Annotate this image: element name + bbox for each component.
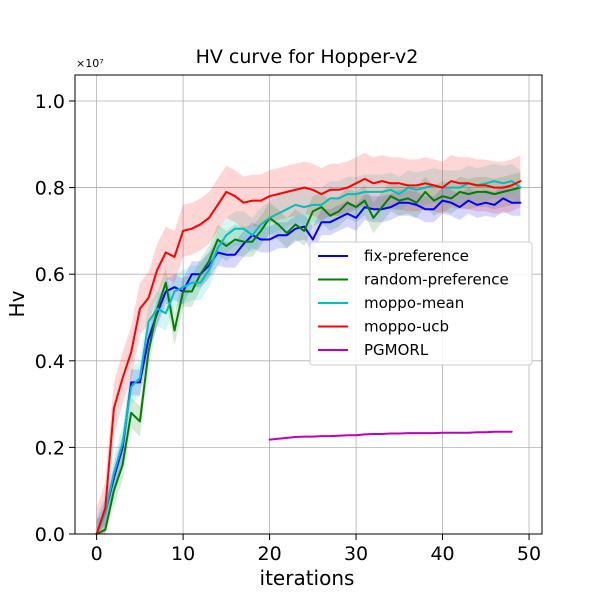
pgmorl-line [268, 430, 513, 441]
y-tick-label: 0.0 [35, 524, 65, 546]
legend-label-fix-preference: fix-preference [364, 247, 469, 265]
x-axis-label: iterations [260, 566, 355, 590]
y-tick-label: 0.2 [35, 437, 65, 459]
x-tick-label: 50 [517, 543, 541, 565]
x-tick-label: 20 [257, 543, 281, 565]
random-preference-line [95, 186, 522, 535]
y-tick-label: 0.4 [35, 351, 65, 373]
legend-label-pgmorl: PGMORL [364, 341, 429, 359]
legend-label-moppo-mean: moppo-mean [364, 294, 464, 312]
random-preference-band [96, 172, 521, 534]
axes-layer: 0 10 20 30 40 50 0.0 0.2 0.4 0.6 0.8 1.0 [35, 74, 543, 565]
chart-title: HV curve for Hopper-v2 [196, 46, 419, 68]
y-axis-label: Hv [5, 290, 29, 317]
moppo-ucb-line [95, 177, 522, 535]
line-layer [95, 177, 522, 535]
y-tick-label: 0.8 [35, 178, 65, 200]
plot-frame [74, 74, 543, 535]
x-tick-label: 0 [91, 543, 103, 565]
x-tick-label: 10 [171, 543, 195, 565]
moppo-mean-band [96, 163, 521, 535]
moppo-ucb-band [96, 152, 521, 534]
legend-box [309, 241, 533, 366]
legend-label-moppo-ucb: moppo-ucb [364, 318, 449, 336]
y-offset-label: ×10⁷ [76, 57, 104, 70]
y-tick-label: 1.0 [35, 91, 65, 113]
legend: fix-preference random-preference moppo-mea… [309, 241, 533, 366]
moppo-mean-line [95, 180, 522, 535]
legend-label-random-preference: random-preference [364, 271, 509, 289]
x-tick-label: 40 [430, 543, 454, 565]
x-tick-label: 30 [344, 543, 368, 565]
y-tick-label: 0.6 [35, 264, 65, 286]
